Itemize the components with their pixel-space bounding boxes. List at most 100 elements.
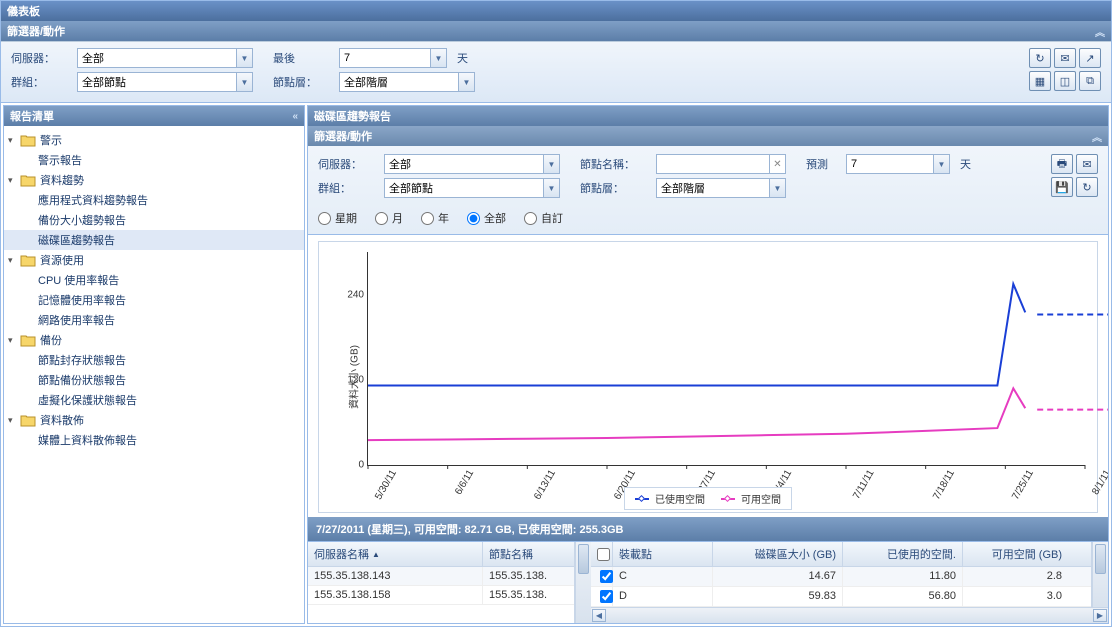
- tree-item[interactable]: 記憶體使用率報告: [4, 290, 304, 310]
- group-label: 群組：: [11, 74, 71, 90]
- forecast-combo[interactable]: ▼: [846, 154, 950, 174]
- dropdown-arrow-icon[interactable]: ▼: [543, 155, 559, 173]
- tree-item[interactable]: 備份大小趨勢報告: [4, 210, 304, 230]
- folder-icon: [20, 333, 36, 347]
- collapse-icon[interactable]: ︽: [1092, 129, 1102, 144]
- tree-group[interactable]: ▾資源使用: [4, 250, 304, 270]
- r-server-combo[interactable]: ▼: [384, 154, 560, 174]
- toolbar-button-4[interactable]: ◫: [1054, 71, 1076, 91]
- group-combo[interactable]: ▼: [77, 72, 253, 92]
- time-radio[interactable]: 自訂: [524, 210, 563, 226]
- r-server-input[interactable]: [385, 156, 543, 172]
- column-header[interactable]: 裝載點: [613, 542, 713, 566]
- scrollbar-left[interactable]: [575, 542, 591, 623]
- table-row[interactable]: 155.35.138.143155.35.138.: [308, 567, 574, 586]
- server-combo[interactable]: ▼: [77, 48, 253, 68]
- last-input[interactable]: [340, 50, 430, 66]
- column-header[interactable]: 節點名稱: [483, 542, 573, 566]
- tree-item[interactable]: 虛擬化保護狀態報告: [4, 390, 304, 410]
- tree-item[interactable]: 應用程式資料趨勢報告: [4, 190, 304, 210]
- forecast-input[interactable]: [847, 156, 933, 172]
- tree-toggle-icon[interactable]: ▾: [8, 135, 20, 146]
- x-tick: 7/18/11: [926, 465, 957, 502]
- table-row[interactable]: C14.6711.802.8: [591, 567, 1091, 587]
- r-group-combo[interactable]: ▼: [384, 178, 560, 198]
- toolbar-button-5[interactable]: ⧉: [1079, 71, 1101, 91]
- x-tick: 5/30/11: [368, 465, 399, 502]
- last-combo[interactable]: ▼: [339, 48, 447, 68]
- toolbar-button-2[interactable]: ↗: [1079, 48, 1101, 68]
- dropdown-arrow-icon[interactable]: ▼: [458, 73, 474, 91]
- tree-item[interactable]: 磁碟區趨勢報告: [4, 230, 304, 250]
- clear-icon[interactable]: ✕: [769, 155, 785, 173]
- toolbar-button-1[interactable]: ✉: [1054, 48, 1076, 68]
- dropdown-arrow-icon[interactable]: ▼: [236, 73, 252, 91]
- time-radio[interactable]: 全部: [467, 210, 506, 226]
- toolbar-button-0[interactable]: ↻: [1029, 48, 1051, 68]
- tree-item[interactable]: 媒體上資料散佈報告: [4, 430, 304, 450]
- column-header[interactable]: 已使用的空間.: [843, 542, 963, 566]
- r-group-input[interactable]: [385, 180, 543, 196]
- tree-item[interactable]: 節點備份狀態報告: [4, 370, 304, 390]
- tree-group[interactable]: ▾資料散佈: [4, 410, 304, 430]
- tree-group[interactable]: ▾警示: [4, 130, 304, 150]
- tree-titlebar[interactable]: 報告清單 «: [4, 106, 304, 126]
- r-nodename-combo[interactable]: ✕: [656, 154, 786, 174]
- time-radio[interactable]: 星期: [318, 210, 357, 226]
- column-header[interactable]: 磁碟區大小 (GB): [713, 542, 843, 566]
- dropdown-arrow-icon[interactable]: ▼: [430, 49, 446, 67]
- time-radio[interactable]: 月: [375, 210, 403, 226]
- tree-item[interactable]: 警示報告: [4, 150, 304, 170]
- scrollbar-right[interactable]: [1092, 542, 1108, 607]
- report-toolbar-button-1[interactable]: ✉: [1076, 154, 1098, 174]
- hscrollbar[interactable]: ◀ ▶: [591, 607, 1108, 623]
- top-filter-titlebar[interactable]: 篩選器/動作 ︽: [1, 21, 1111, 41]
- tree-toggle-icon[interactable]: ▾: [8, 175, 20, 186]
- report-filter-titlebar[interactable]: 篩選器/動作 ︽: [308, 126, 1108, 146]
- server-input[interactable]: [78, 50, 236, 66]
- dropdown-arrow-icon[interactable]: ▼: [769, 179, 785, 197]
- tier-input[interactable]: [340, 74, 458, 90]
- tree-item[interactable]: CPU 使用率報告: [4, 270, 304, 290]
- report-toolbar-button-3[interactable]: ↻: [1076, 177, 1098, 197]
- r-nodename-input[interactable]: [657, 156, 769, 172]
- tree-item[interactable]: 節點封存狀態報告: [4, 350, 304, 370]
- scroll-left-icon[interactable]: ◀: [592, 609, 606, 622]
- table-cell: D: [613, 587, 713, 606]
- r-tier-input[interactable]: [657, 180, 769, 196]
- table-row[interactable]: 155.35.138.158155.35.138.: [308, 586, 574, 605]
- radio-input[interactable]: [318, 212, 331, 225]
- collapse-icon[interactable]: ︽: [1095, 24, 1105, 39]
- column-header[interactable]: 伺服器名稱▲: [308, 542, 483, 566]
- tree-item-label: 網路使用率報告: [38, 312, 115, 328]
- scroll-right-icon[interactable]: ▶: [1093, 609, 1107, 622]
- table-row[interactable]: D59.8356.803.0: [591, 587, 1091, 607]
- report-toolbar-button-2[interactable]: 💾: [1051, 177, 1073, 197]
- time-radio[interactable]: 年: [421, 210, 449, 226]
- tier-combo[interactable]: ▼: [339, 72, 475, 92]
- dropdown-arrow-icon[interactable]: ▼: [933, 155, 949, 173]
- report-toolbar-button-0[interactable]: 🖶: [1051, 154, 1073, 174]
- tree-item-label: 磁碟區趨勢報告: [38, 232, 115, 248]
- radio-input[interactable]: [421, 212, 434, 225]
- radio-input[interactable]: [467, 212, 480, 225]
- row-checkbox[interactable]: [600, 570, 613, 583]
- radio-input[interactable]: [375, 212, 388, 225]
- select-all-checkbox[interactable]: [597, 548, 610, 561]
- dropdown-arrow-icon[interactable]: ▼: [543, 179, 559, 197]
- group-input[interactable]: [78, 74, 236, 90]
- radio-input[interactable]: [524, 212, 537, 225]
- toolbar-button-3[interactable]: ▦: [1029, 71, 1051, 91]
- tree-toggle-icon[interactable]: ▾: [8, 255, 20, 266]
- dropdown-arrow-icon[interactable]: ▼: [236, 49, 252, 67]
- row-checkbox[interactable]: [600, 590, 613, 603]
- column-header[interactable]: [591, 542, 613, 566]
- tree-item[interactable]: 網路使用率報告: [4, 310, 304, 330]
- column-header[interactable]: 可用空間 (GB): [963, 542, 1068, 566]
- tree-toggle-icon[interactable]: ▾: [8, 415, 20, 426]
- tree-group[interactable]: ▾資料趨勢: [4, 170, 304, 190]
- tree-toggle-icon[interactable]: ▾: [8, 335, 20, 346]
- tree-group[interactable]: ▾備份: [4, 330, 304, 350]
- r-tier-combo[interactable]: ▼: [656, 178, 786, 198]
- collapse-left-icon[interactable]: «: [292, 111, 298, 122]
